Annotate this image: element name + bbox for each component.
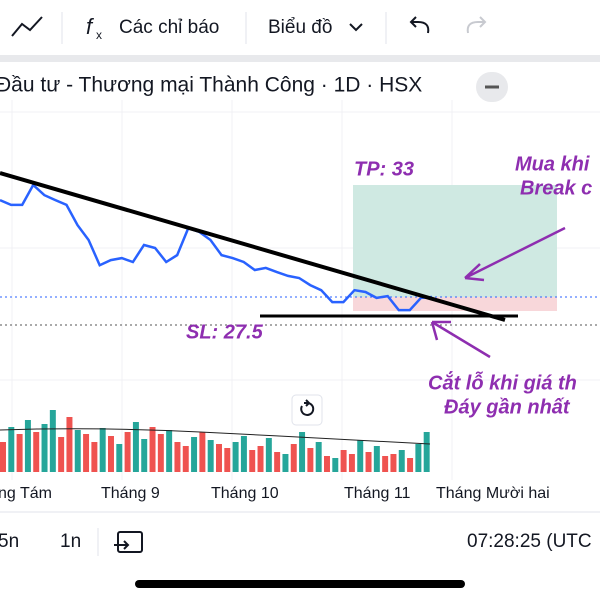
volume-bar <box>423 432 430 472</box>
range-button[interactable]: 5n <box>0 531 19 552</box>
volume-bar <box>299 432 306 472</box>
volume-bar <box>207 440 214 472</box>
clock: 07:28:25 (UTC <box>467 531 592 552</box>
sl-label: SL: 27.5 <box>186 321 264 343</box>
home-indicator <box>135 580 465 588</box>
redo-button[interactable] <box>466 16 487 34</box>
buy-note: Mua khi <box>515 153 590 175</box>
stop-note: Đáy gần nhất <box>444 396 571 418</box>
chart-type-button[interactable]: Biểu đồ <box>268 17 332 38</box>
volume-bar <box>373 446 380 472</box>
volume-bar <box>390 454 397 472</box>
volume-bar <box>116 444 123 472</box>
tp-label: TP: 33 <box>354 158 414 180</box>
trendline[interactable] <box>0 171 506 322</box>
volume-bar <box>41 424 48 472</box>
volume-ma <box>0 428 431 445</box>
month-label: ng Tám <box>0 485 52 502</box>
fx-icon-x: x <box>96 28 102 42</box>
volume-bar <box>274 452 281 472</box>
divider <box>0 55 600 62</box>
reset-icon <box>300 399 315 416</box>
volume-bar <box>33 432 40 472</box>
range-button[interactable]: 1n <box>60 531 81 552</box>
volume-bar <box>149 427 156 472</box>
arrows <box>430 226 566 359</box>
fx-icon[interactable]: f <box>86 14 95 39</box>
volume-bar <box>216 444 222 472</box>
price-line <box>0 183 433 312</box>
line-icon[interactable] <box>11 16 43 37</box>
month-label: Tháng 9 <box>101 485 160 502</box>
dropdown-icon[interactable] <box>349 23 363 32</box>
volume-bar <box>249 450 256 472</box>
volume-bar <box>240 436 247 472</box>
volume-bar <box>398 450 405 472</box>
volume-bar <box>407 458 414 472</box>
volume-bar <box>191 437 198 472</box>
volume-bar <box>315 442 322 472</box>
volume-bar <box>166 430 173 472</box>
volume-bar <box>324 456 330 472</box>
stop-note: Cắt lỗ khi giá th <box>428 371 577 394</box>
volume-bar <box>382 456 389 472</box>
volume-bar <box>91 442 98 472</box>
volume-bar <box>257 446 264 472</box>
volume-bar <box>141 439 148 472</box>
grid <box>0 100 600 480</box>
volume-bar <box>265 438 272 472</box>
volume-bar <box>307 448 314 472</box>
symbol-title: Đầu tư - Thương mại Thành Công · 1D · HS… <box>0 74 422 97</box>
volume-bar <box>8 427 15 472</box>
volume-bar <box>0 442 6 472</box>
volume-bar <box>224 448 231 472</box>
month-label: Tháng 10 <box>211 485 279 502</box>
toolbar <box>0 0 600 55</box>
volume-bar <box>182 446 189 472</box>
volume-bar <box>290 444 297 472</box>
volume-bar <box>58 437 65 472</box>
volume-bar <box>49 410 56 472</box>
volume-bar <box>415 444 422 472</box>
volume-bar <box>340 450 347 472</box>
goto-icon <box>114 540 130 550</box>
month-label: Tháng 11 <box>344 485 411 502</box>
volume-bar <box>108 436 114 472</box>
volume-bar <box>365 452 372 472</box>
volume-bar <box>16 434 23 472</box>
volume-bar <box>332 458 339 472</box>
buy-note: Break c <box>520 177 592 199</box>
indicators-button[interactable]: Các chỉ báo <box>119 17 219 38</box>
volume-bar <box>357 440 364 472</box>
reset-button[interactable] <box>291 394 323 426</box>
undo-button[interactable] <box>409 16 430 34</box>
volume-bar <box>157 434 164 472</box>
volume-bar <box>132 422 139 472</box>
profit-zone[interactable] <box>353 185 557 297</box>
volume-bar <box>24 420 31 472</box>
volume-bar <box>124 432 131 472</box>
volume-bar <box>99 428 106 472</box>
volume-bar <box>66 417 73 472</box>
volume-bar <box>74 430 81 472</box>
volume-bar <box>199 432 206 472</box>
volume-bar <box>83 434 90 472</box>
date-range-icon[interactable] <box>117 531 143 553</box>
volume-bar <box>232 442 239 472</box>
month-label: Tháng Mười hai <box>436 485 550 502</box>
volume-bar <box>174 442 181 472</box>
volume-bar <box>282 454 289 472</box>
volume-bar <box>348 454 355 472</box>
